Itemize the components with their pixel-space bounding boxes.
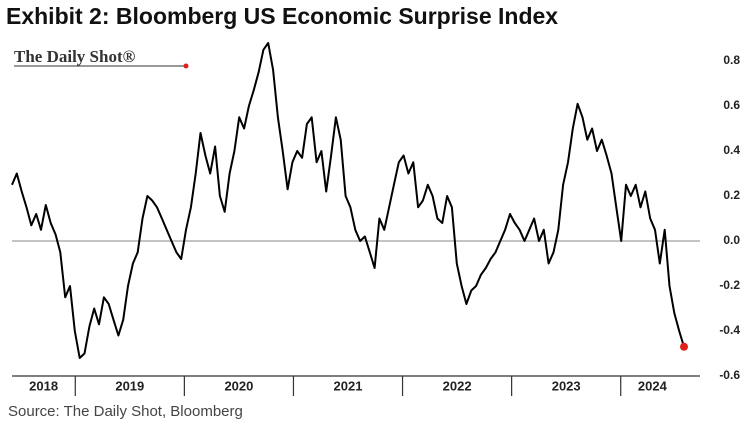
chart-title: Exhibit 2: Bloomberg US Economic Surpris… bbox=[6, 3, 558, 29]
x-tick-label: 2022 bbox=[443, 378, 472, 393]
y-tick-label: 0.8 bbox=[723, 53, 740, 67]
y-tick-label: 0.2 bbox=[723, 188, 740, 202]
last-point bbox=[680, 342, 688, 351]
y-tick-label: -0.4 bbox=[719, 323, 740, 337]
logo-dot bbox=[183, 63, 189, 69]
x-tick-label: 2024 bbox=[638, 378, 668, 393]
series-line bbox=[11, 42, 685, 359]
y-tick-label: 0.0 bbox=[723, 233, 740, 247]
y-tick-label: -0.6 bbox=[719, 368, 740, 382]
x-tick-label: 2019 bbox=[115, 378, 144, 393]
y-tick-label: 0.4 bbox=[723, 143, 740, 157]
x-tick-label: 2020 bbox=[224, 378, 253, 393]
logo: The Daily Shot® bbox=[14, 47, 136, 66]
x-tick-label: 2023 bbox=[552, 378, 581, 393]
source: Source: The Daily Shot, Bloomberg bbox=[8, 403, 243, 420]
x-tick-label: 2021 bbox=[334, 378, 363, 393]
y-tick-label: 0.6 bbox=[723, 98, 740, 112]
x-tick-label: 2018 bbox=[29, 378, 58, 393]
y-tick-label: -0.2 bbox=[719, 278, 740, 292]
